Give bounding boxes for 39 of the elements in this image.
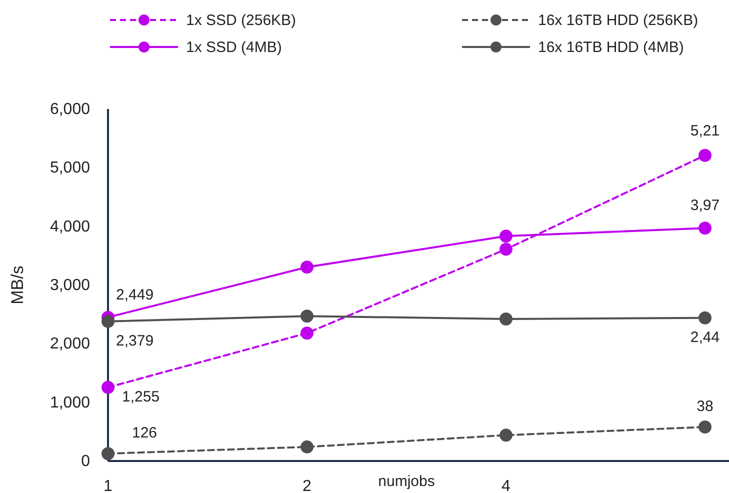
annotation: 5,21	[690, 122, 720, 140]
x-tick-label: 4	[502, 478, 511, 493]
legend-label: 16x 16TB HDD (256KB)	[538, 12, 698, 29]
legend-label: 1x SSD (256KB)	[186, 12, 296, 29]
point	[300, 326, 314, 340]
legend-label: 1x SSD (4MB)	[186, 39, 282, 56]
point	[698, 148, 712, 162]
annotation: 3,97	[690, 197, 720, 214]
annotation: 38	[696, 398, 714, 415]
y-tick-label: 5,000	[50, 160, 90, 177]
y-axis-title: MB/s	[8, 266, 27, 304]
data-label: 2,379	[116, 332, 154, 350]
y-tick-label: 2,000	[50, 336, 90, 353]
point	[102, 380, 114, 394]
y-tick-label: 1,000	[50, 394, 90, 412]
point	[698, 311, 712, 324]
data-label: 126	[132, 424, 158, 442]
data-label: 1,255	[122, 388, 160, 406]
y-tick-label: 6,000	[50, 101, 90, 118]
y-tick-label: 0	[81, 453, 90, 470]
point	[102, 314, 114, 328]
point	[698, 222, 712, 235]
x-tick-label: 1	[104, 478, 113, 493]
point	[500, 242, 512, 256]
point	[500, 428, 512, 442]
point	[698, 420, 712, 434]
point	[300, 310, 314, 323]
legend-label: 16x 16TB HDD (4MB)	[538, 39, 684, 56]
point	[500, 230, 512, 243]
annotation: 2,44	[690, 328, 720, 346]
point	[300, 260, 314, 274]
point	[300, 440, 314, 454]
y-tick-label: 3,000	[50, 277, 90, 294]
y-tick-label: 4,000	[50, 218, 90, 236]
data-label: 2,449	[116, 286, 154, 304]
x-tick-label: 2	[302, 478, 312, 493]
x-axis-title: numjobs	[378, 473, 435, 490]
point	[102, 447, 114, 460]
point	[500, 312, 512, 326]
